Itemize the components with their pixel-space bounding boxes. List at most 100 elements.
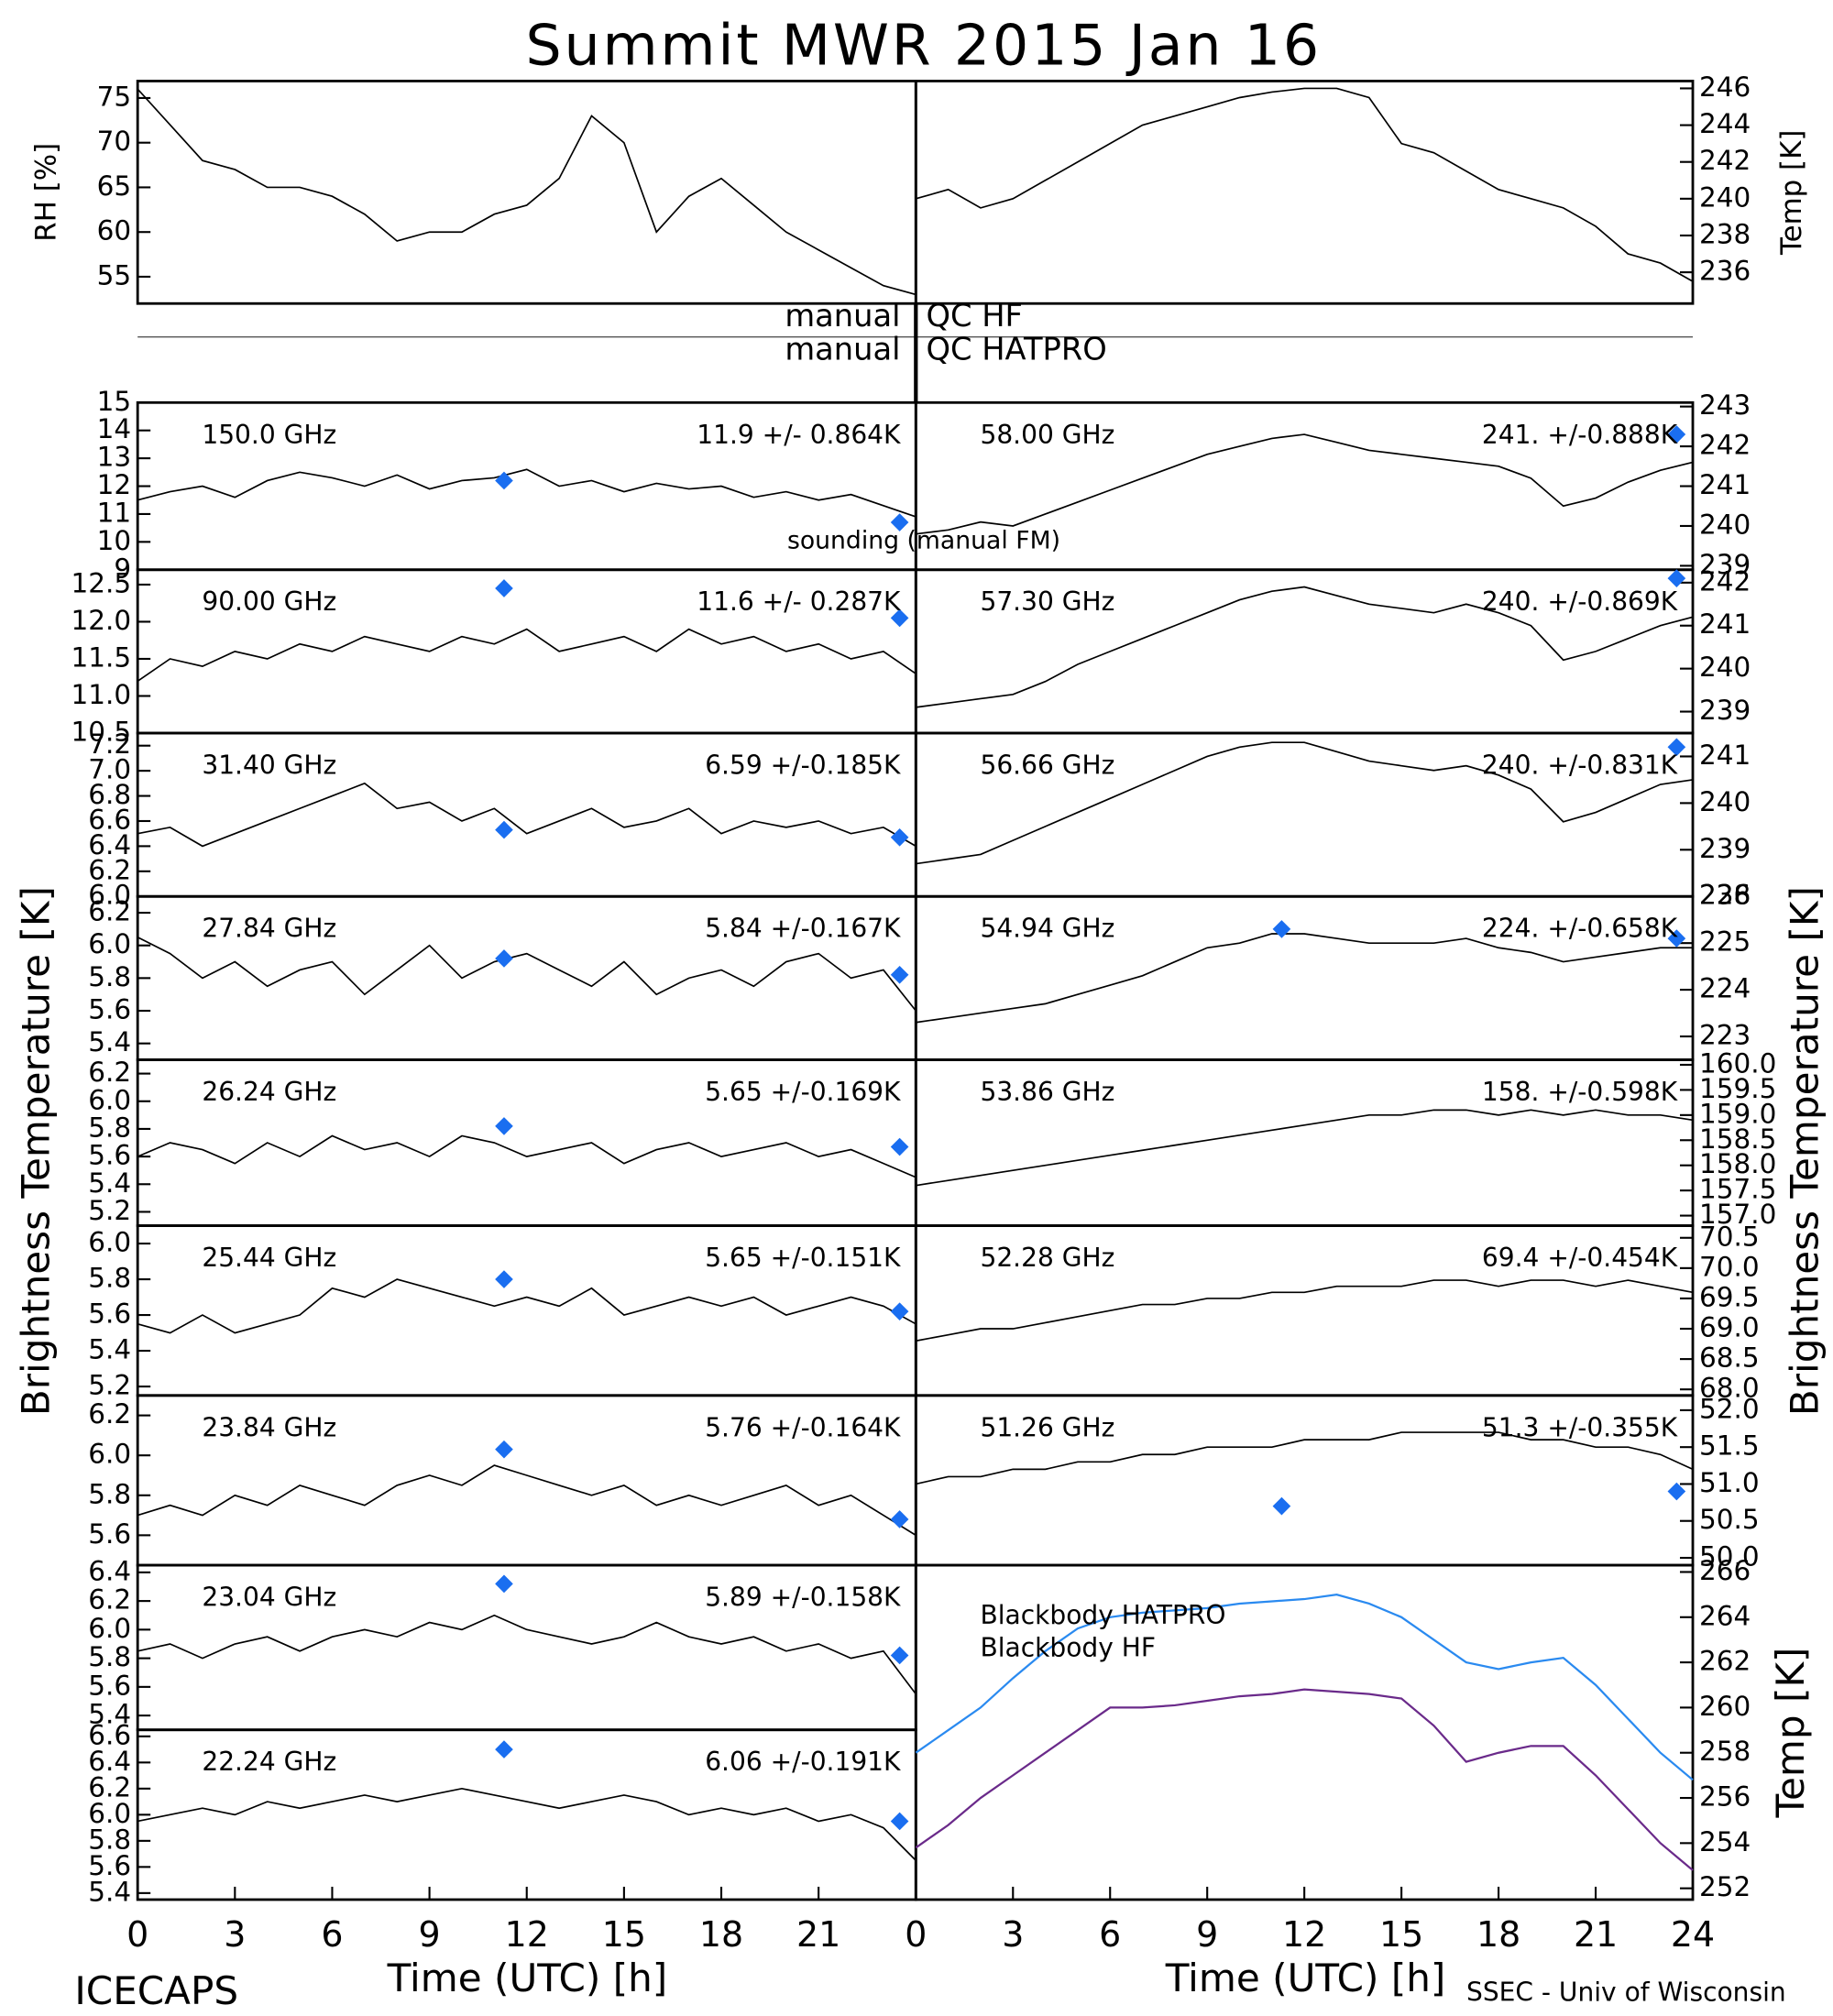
x-tick-label: 0 xyxy=(905,1914,927,1955)
sounding-point xyxy=(495,579,513,597)
channel-label: 52.28 GHz xyxy=(980,1243,1114,1273)
channel-stats: 5.89 +/-0.158K xyxy=(705,1583,901,1613)
y-tick-label: 239 xyxy=(1699,695,1751,726)
y-tick-label: 5.8 xyxy=(88,1641,131,1672)
y-tick-label: 241 xyxy=(1699,608,1751,640)
sounding-point xyxy=(890,1646,909,1665)
channel-stats: 6.59 +/-0.185K xyxy=(705,750,901,780)
panel: 238 239 240 241 56.66 GHz 240. +/-0.831K xyxy=(914,731,1751,911)
y-tick-label: 6.4 xyxy=(88,1555,131,1586)
x-tick-label: 6 xyxy=(1099,1914,1121,1955)
data-line xyxy=(916,433,1694,535)
y-tick-label: 6.0 xyxy=(88,928,131,959)
channel-label: 90.00 GHz xyxy=(202,586,336,617)
y-tick-label: 240 xyxy=(1699,509,1751,540)
y-tick-label: 5.4 xyxy=(88,1167,131,1199)
y-tick-label: 242 xyxy=(1699,565,1751,597)
data-line xyxy=(137,1278,916,1334)
y-tick-label: 244 xyxy=(1699,108,1751,139)
y-tick-label: 6.0 xyxy=(88,1613,131,1644)
sounding-point xyxy=(1667,1482,1686,1501)
sounding-point xyxy=(890,1510,909,1528)
y-tick-label: 12.0 xyxy=(71,605,132,636)
channel-label: 26.24 GHz xyxy=(202,1077,336,1107)
y-tick-label: 50.0 xyxy=(1699,1541,1760,1572)
y-tick-label: 15 xyxy=(97,386,132,417)
x-tick-label: 18 xyxy=(699,1914,743,1955)
sounding-point xyxy=(890,1302,909,1320)
sounding-point xyxy=(890,1137,909,1156)
y-tick-label: 6.2 xyxy=(88,896,131,927)
x-tick-label: 9 xyxy=(1196,1914,1218,1955)
x-tick-label: 12 xyxy=(1282,1914,1326,1955)
qc-label: manual xyxy=(785,332,900,367)
data-line xyxy=(915,1688,1694,1871)
data-line xyxy=(137,1464,916,1537)
x-tick-label: 21 xyxy=(796,1914,840,1955)
y-tick-label: 7.0 xyxy=(88,754,131,785)
y-tick-label: 5.4 xyxy=(88,1026,131,1057)
data-line xyxy=(916,87,1694,282)
y-tick-label: 6.0 xyxy=(88,880,131,911)
y-tick-label: 159.0 xyxy=(1699,1098,1776,1129)
y-tick-label: 224 xyxy=(1699,973,1751,1004)
sounding-point xyxy=(495,1440,513,1459)
y-tick-label: 75 xyxy=(97,81,132,112)
y-tick-label: 60 xyxy=(97,215,132,247)
panel: 236 238 240 242 244 246 Temp [K] xyxy=(914,71,1808,305)
channel-label: 22.24 GHz xyxy=(202,1747,336,1777)
y-tick-label: 55 xyxy=(97,259,132,290)
panel: 5.45.65.86.06.26.46.6 0 3 6 9 12 15 18 21 22.24 G… xyxy=(88,1719,917,1955)
y-tick-label: 223 xyxy=(1699,1020,1751,1051)
data-line xyxy=(137,1614,916,1695)
panel: 50.0 50.5 51.0 51.5 52.0 51.26 GHz 51.3 +/-0.3… xyxy=(914,1393,1760,1572)
channel-stats: 224. +/-0.658K xyxy=(1482,914,1678,944)
sounding-point xyxy=(495,820,513,839)
y-tick-label: 258 xyxy=(1699,1736,1751,1767)
y-tick-label: 6.0 xyxy=(88,1227,131,1258)
y-tick-label: 5.2 xyxy=(88,1370,131,1401)
legend-entry: Blackbody HF xyxy=(980,1632,1155,1662)
y-tick-label: 160.0 xyxy=(1699,1047,1776,1079)
x-tick-label: 3 xyxy=(224,1914,246,1955)
y-tick-label: 241 xyxy=(1699,469,1751,500)
x-tick-label: 15 xyxy=(1379,1914,1423,1955)
panel: 68.068.569.069.570.070.5 52.28 GHz 69.4 +/… xyxy=(914,1221,1760,1404)
channel-stats: 69.4 +/-0.454K xyxy=(1482,1243,1678,1273)
channel-stats: 5.76 +/-0.164K xyxy=(705,1412,901,1442)
channel-stats: 240. +/-0.869K xyxy=(1482,586,1678,617)
channel-stats: 240. +/-0.831K xyxy=(1482,750,1678,780)
panel: 5.6 5.8 6.0 6.2 23.84 GHz 5.76 +/-0.164K xyxy=(88,1394,917,1567)
sounding-point xyxy=(890,827,909,847)
panel-y-label: RH [%] xyxy=(29,143,62,242)
y-tick-label: 70.5 xyxy=(1699,1221,1760,1252)
y-tick-label: 157.5 xyxy=(1699,1174,1776,1205)
panel: 252 254 256 258 260 262 264 266 0 3 6 9 12 15 18 21 24 Bl… xyxy=(905,1555,1813,1955)
data-line xyxy=(137,1134,916,1178)
panel: 5.45.65.86.06.26.4 23.04 GHz 5.89 +/-0.158… xyxy=(88,1555,917,1732)
panel: 223 224 225 226 54.94 GHz 224. +/-0.658K xyxy=(914,880,1751,1061)
sounding-point xyxy=(1272,1496,1291,1516)
y-tick-label: 52.0 xyxy=(1699,1393,1760,1424)
y-tick-label: 158.0 xyxy=(1699,1148,1776,1179)
y-tick-label: 5.6 xyxy=(88,1298,131,1330)
y-tick-label: 5.6 xyxy=(88,1518,131,1550)
y-tick-label: 14 xyxy=(97,413,132,444)
y-tick-label: 246 xyxy=(1699,71,1751,103)
y-tick-label: 242 xyxy=(1699,145,1751,176)
y-tick-label: 6.0 xyxy=(88,1798,131,1829)
x-tick-label: 21 xyxy=(1574,1914,1618,1955)
panel: 5.25.45.65.86.06.2 26.24 GHz 5.65 +/-0.169… xyxy=(88,1057,917,1227)
sounding-point xyxy=(495,1740,513,1759)
channel-stats: 5.65 +/-0.169K xyxy=(705,1077,901,1107)
y-tick-label: 11.0 xyxy=(71,679,132,710)
y-tick-label: 5.8 xyxy=(88,1478,131,1509)
sounding-point xyxy=(495,1574,513,1594)
y-tick-label: 262 xyxy=(1699,1646,1751,1677)
y-tick-label: 158.5 xyxy=(1699,1123,1776,1155)
x-tick-label: 3 xyxy=(1002,1914,1024,1955)
channel-label: 57.30 GHz xyxy=(980,586,1114,617)
x-tick-label: 9 xyxy=(419,1914,441,1955)
x-tick-label: 0 xyxy=(126,1914,148,1955)
